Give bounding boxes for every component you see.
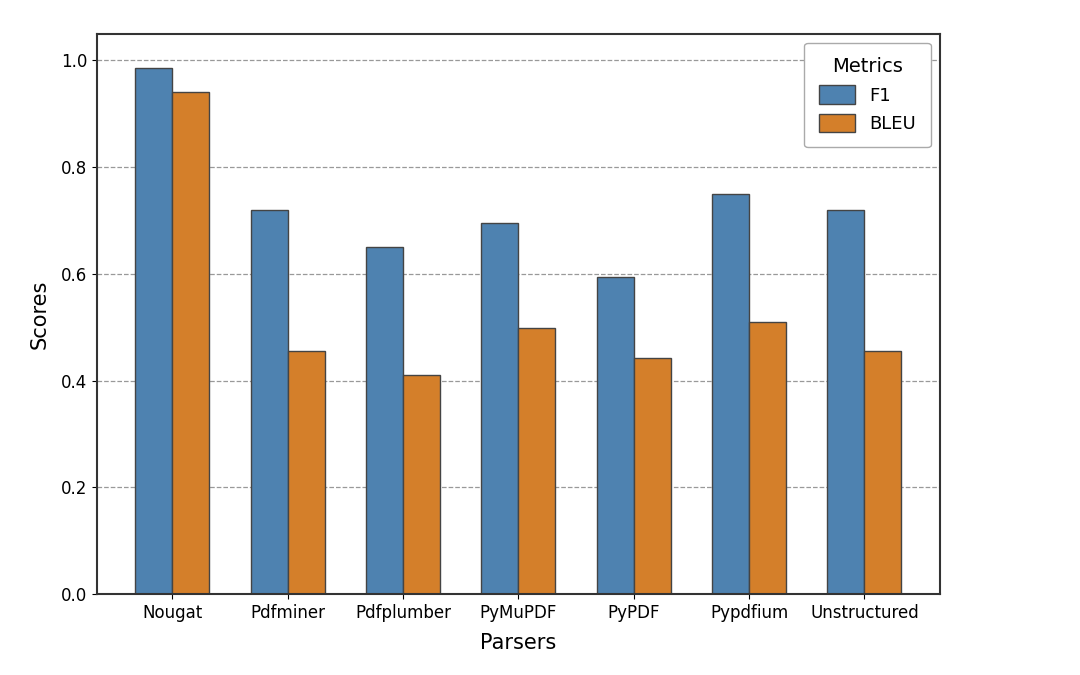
- Bar: [634, 358, 671, 594]
- Bar: [482, 223, 518, 594]
- Legend: F1, BLEU: F1, BLEU: [805, 43, 931, 147]
- Bar: [173, 92, 210, 594]
- Bar: [518, 328, 555, 594]
- Bar: [750, 322, 786, 594]
- Bar: [864, 351, 902, 594]
- Bar: [827, 210, 864, 594]
- Bar: [403, 375, 440, 594]
- Bar: [251, 210, 287, 594]
- X-axis label: Parsers: Parsers: [481, 633, 556, 653]
- Bar: [366, 247, 403, 594]
- Bar: [712, 194, 750, 594]
- Bar: [597, 277, 634, 594]
- Bar: [135, 68, 173, 594]
- Bar: [287, 351, 325, 594]
- Y-axis label: Scores: Scores: [30, 279, 50, 348]
